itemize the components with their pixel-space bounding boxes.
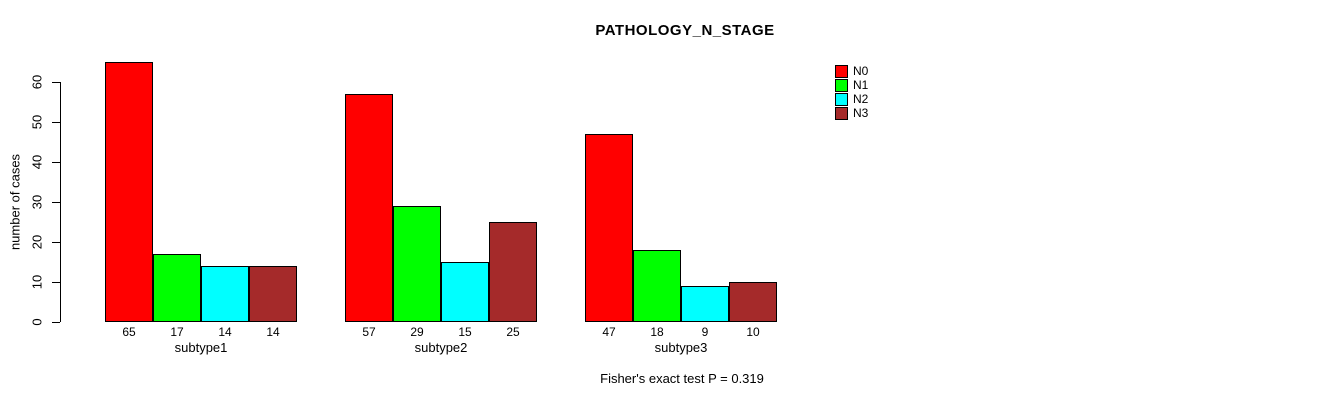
y-axis-tick [52, 242, 60, 243]
y-axis-tick [52, 322, 60, 323]
y-axis-tick [52, 202, 60, 203]
bar-subtype2-N2 [441, 262, 489, 322]
bar-value-label: 14 [266, 325, 280, 339]
fisher-test-annotation: Fisher's exact test P = 0.319 [600, 371, 764, 386]
bar-subtype2-N0 [345, 94, 393, 322]
y-axis-tick [52, 122, 60, 123]
y-axis-tick-label: 30 [29, 194, 45, 210]
bar-subtype2-N3 [489, 222, 537, 322]
bar-subtype1-N0 [105, 62, 153, 322]
bar-subtype3-N2 [681, 286, 729, 322]
y-axis-label: number of cases [7, 153, 23, 251]
bar-value-label: 47 [602, 325, 616, 339]
y-axis-line [60, 82, 61, 322]
legend-label-N3: N3 [853, 106, 869, 120]
chart-title: PATHOLOGY_N_STAGE [595, 22, 775, 39]
bar-value-label: 25 [506, 325, 520, 339]
legend-swatch-N2 [835, 93, 848, 106]
y-axis-tick-label: 50 [29, 114, 45, 130]
bar-subtype1-N2 [201, 266, 249, 322]
y-axis-tick-label: 60 [29, 74, 45, 90]
y-axis-tick-label: 40 [29, 154, 45, 170]
bar-subtype3-N3 [729, 282, 777, 322]
legend-label-N0: N0 [853, 64, 869, 78]
y-axis-tick [52, 82, 60, 83]
y-axis-tick [52, 162, 60, 163]
x-axis-category-label: subtype2 [414, 340, 468, 355]
y-axis-tick-label: 0 [29, 318, 45, 326]
x-axis-category-label: subtype3 [654, 340, 708, 355]
x-axis-category-label: subtype1 [174, 340, 228, 355]
bar-value-label: 10 [746, 325, 760, 339]
bar-subtype2-N1 [393, 206, 441, 322]
bar-value-label: 57 [362, 325, 376, 339]
bar-subtype1-N3 [249, 266, 297, 322]
legend-swatch-N0 [835, 65, 848, 78]
legend-swatch-N1 [835, 79, 848, 92]
legend-label-N1: N1 [853, 78, 869, 92]
y-axis-tick [52, 282, 60, 283]
bar-value-label: 17 [170, 325, 184, 339]
legend-label-N2: N2 [853, 92, 869, 106]
bar-value-label: 29 [410, 325, 424, 339]
bar-value-label: 18 [650, 325, 664, 339]
bar-subtype3-N0 [585, 134, 633, 322]
y-axis-tick-label: 20 [29, 234, 45, 250]
bar-value-label: 14 [218, 325, 232, 339]
legend-swatch-N3 [835, 107, 848, 120]
bar-value-label: 15 [458, 325, 472, 339]
bar-subtype3-N1 [633, 250, 681, 322]
bar-value-label: 9 [701, 325, 709, 339]
bar-subtype1-N1 [153, 254, 201, 322]
bar-value-label: 65 [122, 325, 136, 339]
y-axis-tick-label: 10 [29, 274, 45, 290]
